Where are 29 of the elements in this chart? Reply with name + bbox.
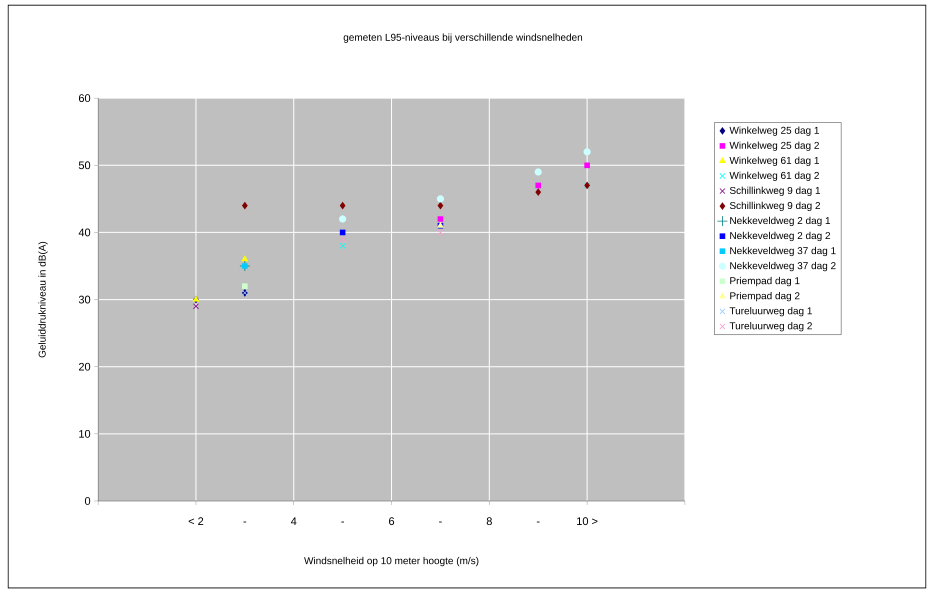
legend-label: Winkelweg 25 dag 1 [729,126,819,136]
y-axis-title: Geluiddrukniveau in dB(A) [38,242,48,358]
legend-label: Schillinkweg 9 dag 2 [730,202,820,211]
y-tick-label: 20 [78,362,90,371]
legend-label: Nekkeveldweg 37 dag 1 [730,246,836,256]
y-tick-label: 0 [84,497,90,505]
legend-label: Tureluurweg dag 2 [730,322,812,332]
x-tick-label: 10 > [577,517,598,526]
x-tick-label: 6 [389,517,394,526]
legend-label: Priempad dag 2 [730,292,800,302]
y-tick-label: 10 [79,430,90,438]
x-tick-label: 8 [486,517,492,526]
y-tick-label: 40 [78,228,90,236]
legend-label: Winkelweg 61 dag 1 [729,156,819,166]
legend-label: Nekkeveldweg 2 dag 2 [730,232,830,242]
legend-label: Nekkeveldweg 2 dag 1 [730,216,830,226]
x-tick-label: < 2 [188,517,204,525]
y-tick-label: 30 [78,296,90,304]
legend-label: Tureluurweg dag 1 [730,306,812,316]
legend-label: Winkelweg 61 dag 2 [729,172,819,181]
y-tick-label: 50 [78,161,90,170]
x-axis-title: Windsnelheid op 10 meter hoogte (m/s) [304,556,478,566]
x-tick-label: 4 [290,517,296,525]
y-tick-label: 60 [78,94,90,102]
chart-title: gemeten L95-niveaus bij verschillende windsnelheden [344,33,582,43]
legend-label: Nekkeveldweg 37 dag 2 [730,262,836,272]
legend-label: Priempad dag 1 [730,276,800,286]
legend-label: Winkelweg 25 dag 2 [729,142,819,151]
legend-label: Schillinkweg 9 dag 1 [730,186,820,196]
